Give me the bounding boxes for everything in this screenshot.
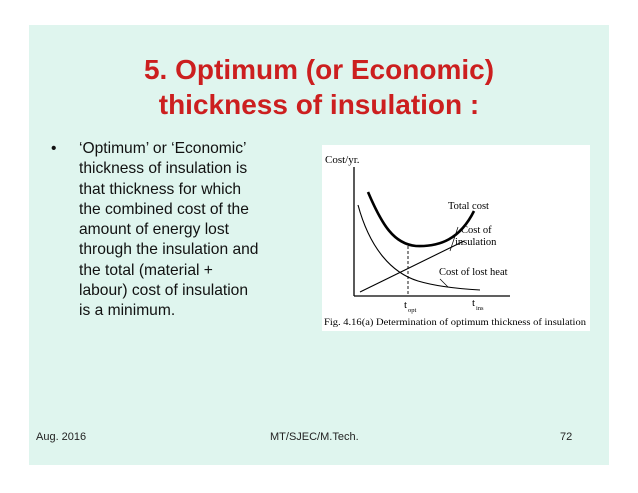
bullet-line: that thickness for which bbox=[79, 180, 242, 198]
slide: 5. Optimum (or Economic) thickness of in… bbox=[29, 25, 609, 465]
lost-heat-leader-line bbox=[439, 278, 449, 288]
insulation-leader-line bbox=[449, 226, 459, 252]
figure-caption: Fig. 4.16(a) Determination of optimum th… bbox=[324, 317, 586, 328]
bullet-dot: • bbox=[51, 140, 57, 157]
bullet-line: thickness of insulation is bbox=[79, 160, 248, 178]
t-ins-label: t bbox=[472, 297, 475, 309]
bullet-text: ‘Optimum’ or ‘Economic’ thickness of ins… bbox=[79, 139, 335, 322]
t-opt-subscript: opt bbox=[408, 307, 417, 314]
cost-curves-diagram: Cost/yr. Total cost Cost of insulation C… bbox=[324, 154, 586, 328]
total-cost-label: Total cost bbox=[448, 201, 489, 212]
bullet-line: is a minimum. bbox=[79, 302, 176, 320]
t-ins-subscript: ins bbox=[476, 305, 484, 312]
insulation-cost-line bbox=[359, 240, 465, 293]
bullet-line: the combined cost of the bbox=[79, 200, 249, 218]
bullet-line: labour) cost of insulation bbox=[79, 282, 249, 300]
footer-date: Aug. 2016 bbox=[36, 431, 87, 443]
bullet-line: amount of energy lost bbox=[79, 221, 229, 239]
slide-number: 72 bbox=[560, 431, 573, 443]
title-line-1: 5. Optimum (or Economic) bbox=[143, 54, 495, 85]
title-line-2: thickness of insulation : bbox=[158, 89, 480, 120]
insulation-label-1: Cost of bbox=[461, 225, 492, 236]
lost-heat-curve bbox=[357, 204, 481, 291]
footer-source: MT/SJEC/M.Tech. bbox=[270, 431, 359, 443]
insulation-label-2: insulation bbox=[455, 237, 497, 248]
t-opt-label: t bbox=[404, 299, 407, 311]
bullet-line: through the insulation and bbox=[79, 241, 259, 259]
total-cost-curve bbox=[366, 191, 476, 248]
cost-thickness-figure: Cost/yr. Total cost Cost of insulation C… bbox=[322, 145, 590, 331]
bullet-line: ‘Optimum’ or ‘Economic’ bbox=[79, 140, 247, 157]
bullet-line: the total (material + bbox=[79, 261, 213, 279]
lost-heat-label: Cost of lost heat bbox=[439, 267, 508, 278]
slide-title: 5. Optimum (or Economic) thickness of in… bbox=[29, 52, 609, 122]
y-axis-label: Cost/yr. bbox=[325, 154, 360, 166]
